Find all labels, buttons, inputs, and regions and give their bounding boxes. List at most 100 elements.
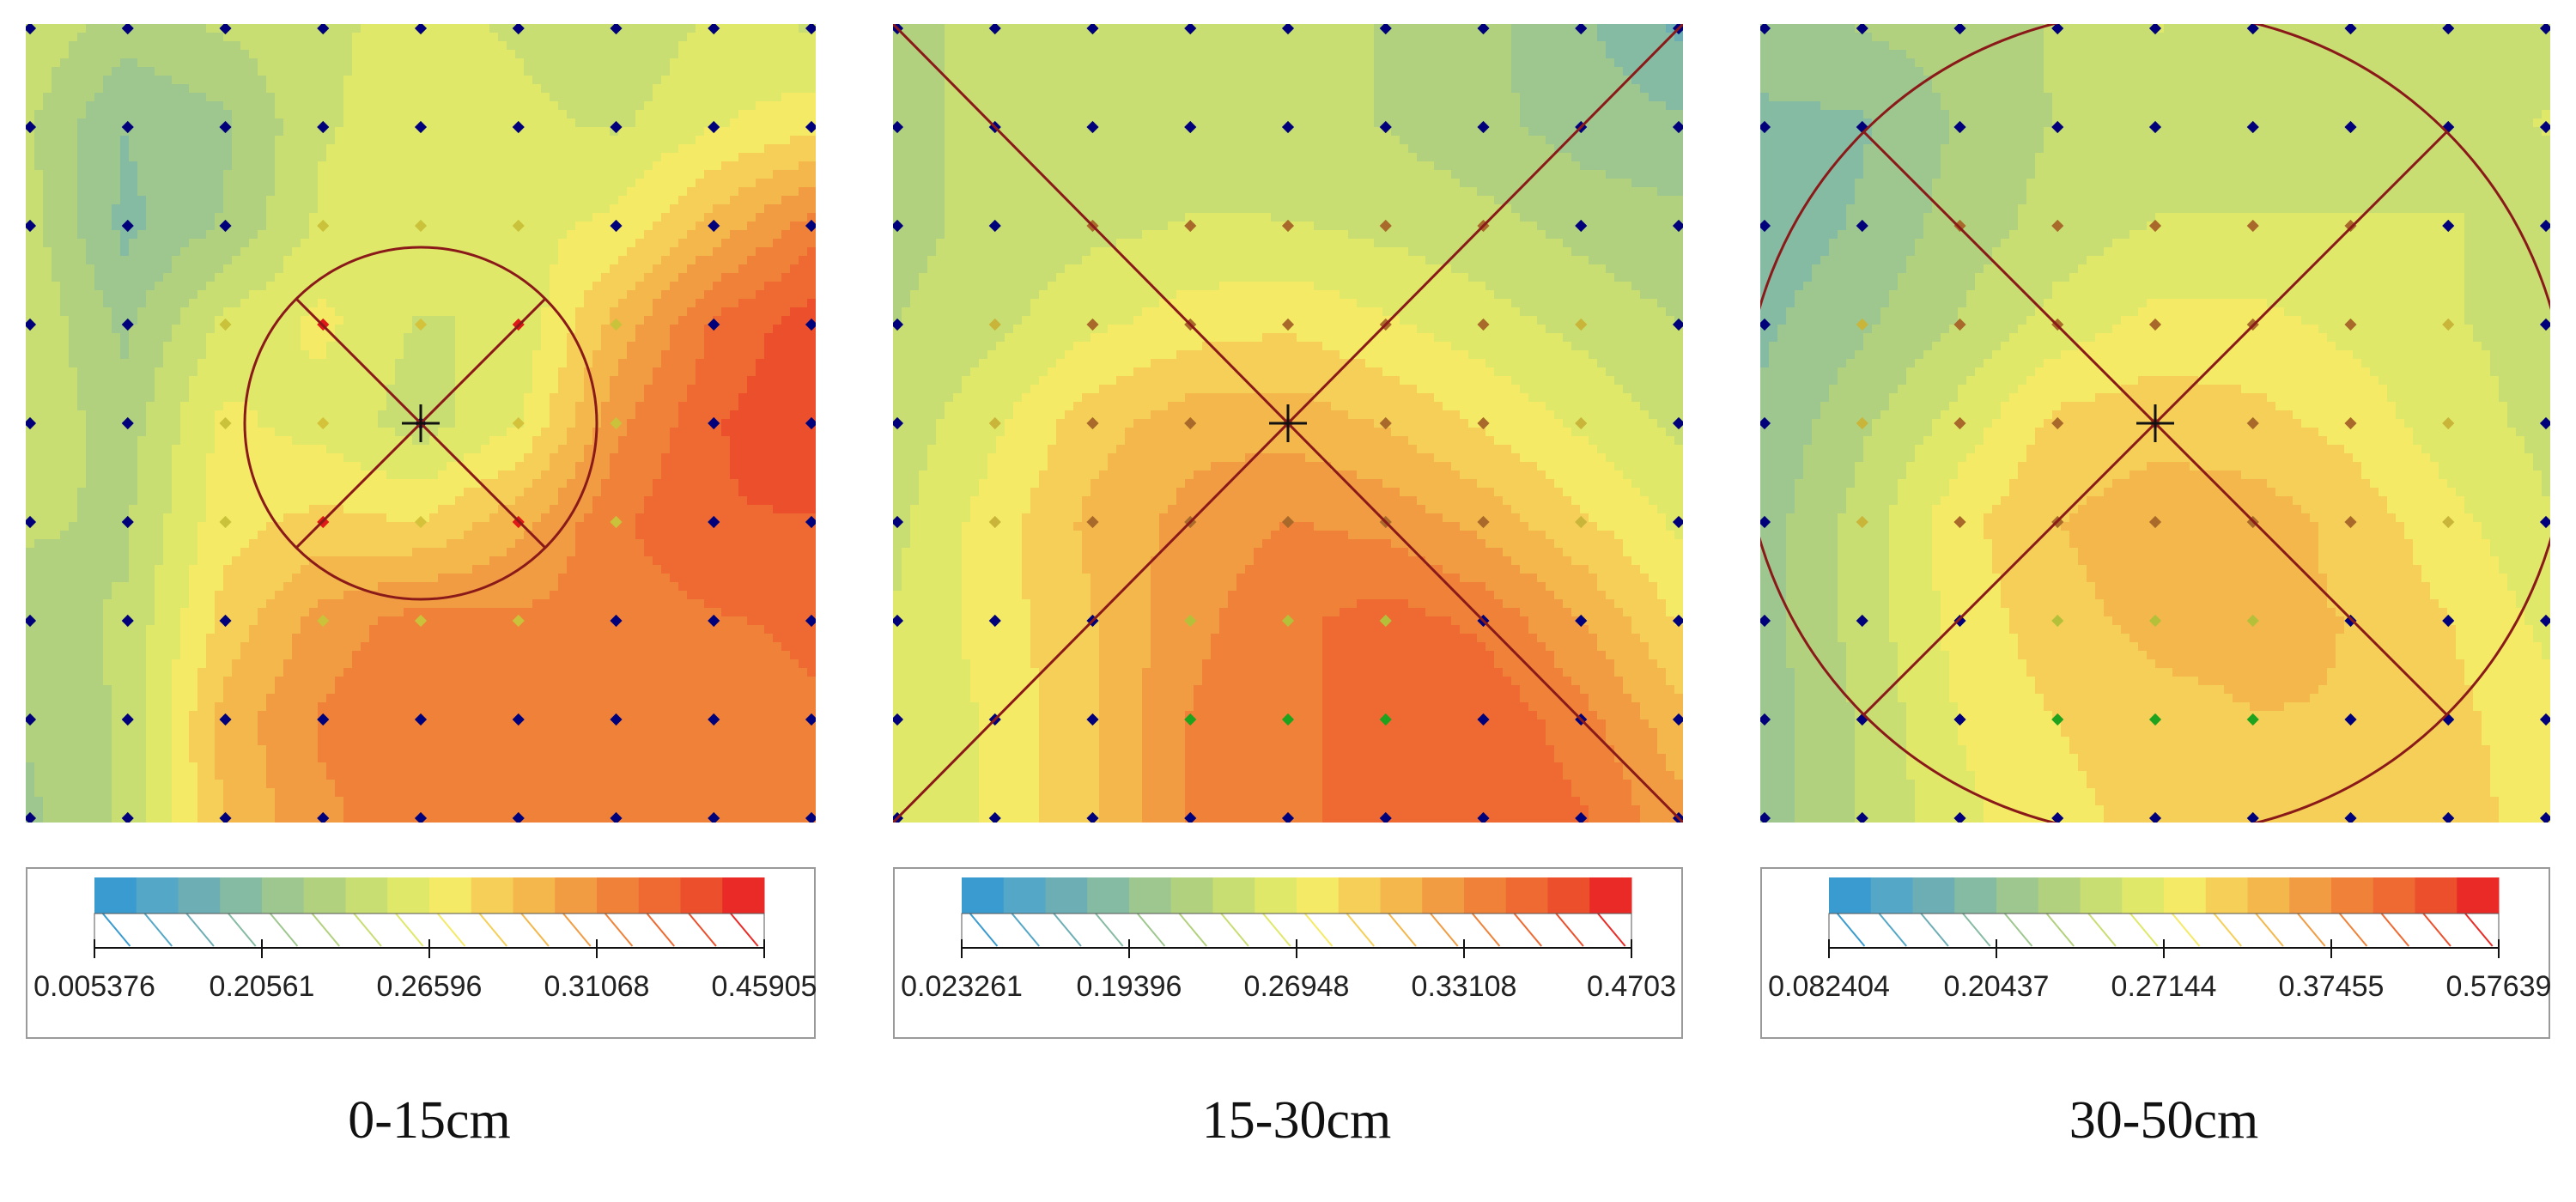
field-cell [567,67,576,76]
field-cell [404,161,413,171]
field-cell [94,67,104,76]
field-cell [112,24,121,33]
field-cell [696,118,705,128]
field-cell [747,58,756,68]
field-cell [155,101,164,111]
field-cell [343,350,353,360]
field-cell [764,127,774,137]
field-cell [421,385,430,394]
field-cell [532,445,542,454]
field-cell [103,187,112,197]
field-cell [309,144,319,154]
field-cell [627,376,636,385]
field-cell [472,93,482,102]
field-cell [532,33,542,42]
field-cell [524,239,533,248]
field-cell [447,50,456,59]
field-cell [335,127,344,137]
field-cell [687,436,696,446]
field-cell [610,247,619,257]
field-cell [223,282,233,291]
field-cell [378,299,387,308]
field-cell [558,161,568,171]
field-cell [567,161,576,171]
field-cell [240,153,250,162]
field-cell [790,67,799,76]
field-cell [644,264,653,274]
field-cell [515,67,525,76]
field-cell [713,393,722,403]
field-cell [60,33,70,42]
field-cell [292,479,301,489]
field-cell [678,333,688,343]
field-cell [635,264,645,274]
field-cell [189,402,198,411]
field-cell [730,410,739,420]
field-cell [172,118,181,128]
field-cell [258,376,267,385]
field-cell [678,342,688,351]
field-cell [515,299,525,308]
field-cell [464,136,473,145]
field-cell [756,247,765,257]
field-cell [60,247,70,257]
field-cell [395,179,404,188]
field-cell [756,33,765,42]
field-cell [678,84,688,94]
field-cell [206,282,216,291]
field-cell [678,41,688,51]
field-cell [232,453,241,463]
field-cell [704,230,714,240]
field-cell [283,76,293,85]
field-cell [301,204,310,214]
field-cell [189,488,198,497]
field-cell [266,290,276,300]
field-cell [369,350,379,360]
field-cell [180,488,190,497]
field-cell [455,101,465,111]
field-cell [781,410,791,420]
field-cell [644,110,653,119]
field-cell [498,24,507,33]
field-cell [103,470,112,480]
field-cell [292,470,301,480]
field-cell [378,359,387,368]
field-cell [541,93,550,102]
field-cell [120,367,130,377]
field-cell [704,282,714,291]
field-cell [412,307,422,317]
field-cell [112,110,121,119]
field-cell [86,488,95,497]
field-cell [541,445,550,454]
field-cell [412,359,422,368]
field-cell [721,58,731,68]
field-cell [489,247,499,257]
field-cell [738,479,748,489]
field-cell [60,342,70,351]
field-cell [464,93,473,102]
field-cell [43,273,52,282]
field-cell [773,50,782,59]
field-cell [447,33,456,42]
field-cell [223,161,233,171]
field-cell [249,222,258,231]
field-cell [584,170,593,179]
field-cell [489,419,499,428]
field-cell [799,179,808,188]
field-cell [129,488,138,497]
field-cell [447,144,456,154]
field-cell [26,213,35,222]
field-cell [661,110,671,119]
field-cell [266,256,276,265]
field-cell [532,247,542,257]
field-cell [120,342,130,351]
field-cell [283,299,293,308]
field-cell [52,393,61,403]
field-cell [610,41,619,51]
field-cell [481,136,490,145]
field-cell [103,247,112,257]
field-cell [292,67,301,76]
field-cell [515,436,525,446]
field-cell [146,101,155,111]
field-cell [369,67,379,76]
